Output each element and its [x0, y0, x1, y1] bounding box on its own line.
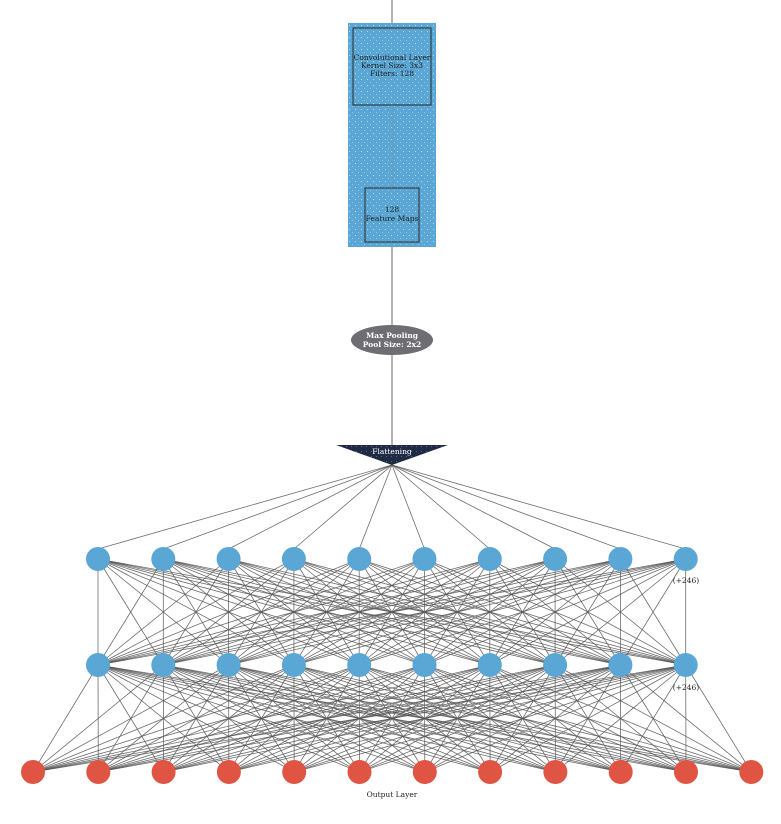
hidden-layer-1-node	[478, 547, 502, 571]
hidden-to-output-edge	[686, 665, 752, 772]
hidden-layer-2-node	[413, 653, 437, 677]
hidden-layer-1-node	[151, 547, 175, 571]
output-layer-node	[217, 760, 241, 784]
output-layer-node	[86, 760, 110, 784]
feature-maps-count: 128	[385, 205, 400, 214]
output-layer-node	[609, 760, 633, 784]
output-layer-node	[152, 760, 176, 784]
pooling-title: Max Pooling	[366, 331, 419, 340]
hidden-layer-1-node	[86, 547, 110, 571]
output-layer-node	[739, 760, 763, 784]
feature-maps-label: Feature Maps	[366, 214, 419, 223]
hidden-layer-1-node	[413, 547, 437, 571]
output-layer-node	[21, 760, 45, 784]
flatten-to-hidden-edge	[98, 465, 392, 549]
output-layer-node	[478, 760, 502, 784]
hidden-layer-2-node	[217, 653, 241, 677]
hidden-layer-2-node	[478, 653, 502, 677]
hidden-layer-1-node	[543, 547, 567, 571]
flatten-to-hidden-edge	[229, 465, 392, 549]
output-layer-node	[413, 760, 437, 784]
hidden-layer-1-node	[217, 547, 241, 571]
hidden-to-output-edge	[33, 665, 98, 772]
hidden-layer-2-more-label: (+246)	[673, 683, 700, 692]
hidden-layer-1-node	[608, 547, 632, 571]
flatten-to-hidden-edge	[294, 465, 392, 549]
connection-edges	[33, 465, 751, 772]
flatten-label: Flattening	[372, 447, 412, 456]
hidden-layer-2-node	[608, 653, 632, 677]
output-layer-label: Output Layer	[367, 790, 418, 799]
hidden-layer-2-node	[674, 653, 698, 677]
hidden-layer-1-more-label: (+246)	[673, 576, 700, 585]
output-layer-node	[674, 760, 698, 784]
hidden-to-output-edge	[33, 665, 490, 772]
hidden-layer-2-node	[347, 653, 371, 677]
hidden-layer-2-node	[543, 653, 567, 677]
hidden-layer-2-node	[151, 653, 175, 677]
conv-filters: Filters: 128	[370, 69, 414, 78]
flatten-to-hidden-edge	[163, 465, 392, 549]
output-layer-node	[282, 760, 306, 784]
flatten-to-hidden-edge	[392, 465, 620, 549]
flatten-to-hidden-edge	[392, 465, 425, 549]
hidden-layer-1-node	[282, 547, 306, 571]
pooling-node: Max Pooling Pool Size: 2x2	[351, 325, 433, 355]
output-layer-node	[543, 760, 567, 784]
hidden-layer-2-node	[282, 653, 306, 677]
hidden-layer-2-node	[86, 653, 110, 677]
hidden-to-output-edge	[33, 665, 620, 772]
hidden-layer-1-node	[347, 547, 371, 571]
output-layer-node	[348, 760, 372, 784]
flatten-to-hidden-edge	[392, 465, 686, 549]
flatten-node: Flattening	[336, 445, 448, 465]
conv-block: Convolutional Layer Kernel Size: 3x3 Fil…	[348, 23, 436, 247]
flatten-to-hidden-edge	[392, 465, 490, 549]
pooling-size: Pool Size: 2x2	[363, 340, 422, 349]
flatten-to-hidden-edge	[359, 465, 392, 549]
hidden-layer-1-node	[674, 547, 698, 571]
flatten-to-hidden-edge	[392, 465, 555, 549]
